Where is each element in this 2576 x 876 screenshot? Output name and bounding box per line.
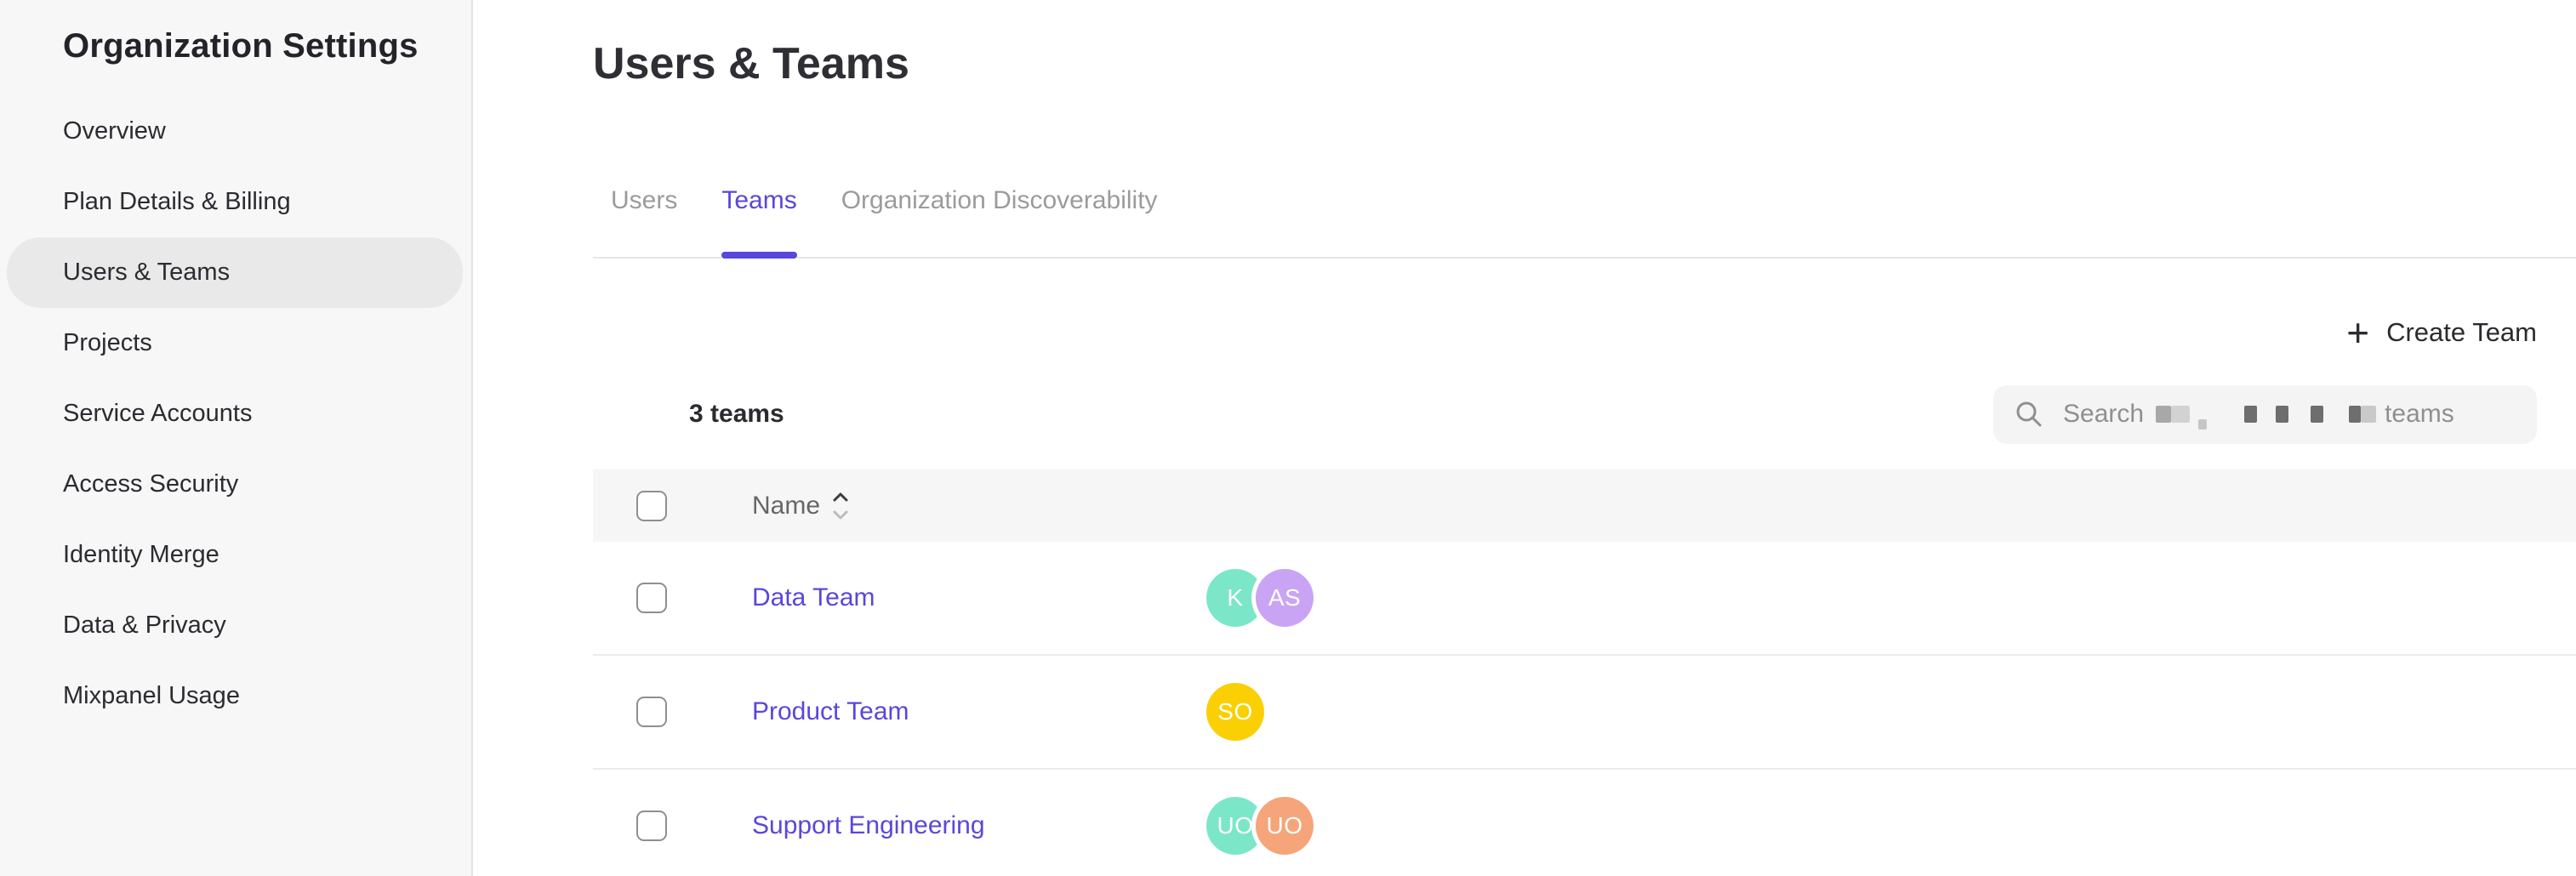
row-checkbox-cell [593, 583, 752, 613]
sidebar-title: Organization Settings [63, 27, 419, 65]
main-content: Users & Teams Users Teams Organization D… [473, 0, 2576, 876]
row-name-cell: Product Team [752, 697, 1206, 726]
row-checkbox-cell [593, 697, 752, 727]
avatar[interactable]: UO [1206, 797, 1264, 855]
row-checkbox[interactable] [636, 811, 667, 841]
tab-bar: Users Teams Organization Discoverability [593, 185, 2576, 259]
sidebar-item-mixpanel-usage[interactable]: Mixpanel Usage [63, 682, 240, 709]
teams-count: 3 teams [689, 400, 784, 428]
row-name-cell: Data Team [752, 583, 1206, 612]
sidebar-item-identity-merge[interactable]: Identity Merge [63, 541, 219, 568]
create-team-label: Create Team [2386, 317, 2537, 347]
table-header-row: Name [593, 469, 2576, 542]
search-placeholder-suffix: teams [2385, 400, 2454, 428]
sidebar-item-projects[interactable]: Projects [63, 329, 152, 356]
select-all-checkbox[interactable] [636, 490, 667, 521]
redacted-block [2171, 406, 2191, 423]
sidebar-item-access-security[interactable]: Access Security [63, 470, 239, 498]
table-toolbar: 3 teams Search teams [593, 384, 2537, 444]
team-link[interactable]: Support Engineering [752, 811, 985, 839]
header-name-cell[interactable]: Name [752, 490, 1206, 522]
actions-row: + Create Team [473, 306, 2576, 359]
search-input[interactable]: Search teams [1993, 384, 2537, 444]
avatar[interactable]: K [1206, 569, 1264, 627]
active-tab-underline [721, 252, 797, 259]
sidebar-item-plan-details-billing[interactable]: Plan Details & Billing [63, 188, 291, 215]
team-link[interactable]: Product Team [752, 697, 909, 725]
redacted-block [2244, 406, 2258, 423]
row-checkbox[interactable] [636, 697, 667, 727]
team-members-avatars: K AS [1206, 569, 1314, 627]
avatar[interactable]: SO [1206, 683, 1264, 741]
teams-table: Name Data Team K AS [593, 469, 2576, 876]
team-members-avatars: UO UO [1206, 797, 1314, 855]
tab-teams-label: Teams [721, 186, 797, 214]
table-row: Product Team SO [593, 656, 2576, 770]
row-checkbox-cell [593, 811, 752, 841]
tab-teams[interactable]: Teams [721, 185, 797, 259]
redacted-block [2311, 406, 2324, 423]
sidebar: Organization Settings Overview Plan Deta… [0, 0, 473, 876]
team-link[interactable]: Data Team [752, 583, 875, 611]
sidebar-item-overview[interactable]: Overview [63, 117, 166, 145]
page-title: Users & Teams [593, 39, 909, 88]
table-row: Support Engineering UO UO [593, 770, 2576, 876]
sort-icon [833, 492, 848, 519]
redacted-block [2198, 419, 2208, 429]
plus-icon: + [2346, 310, 2370, 355]
header-checkbox-cell [593, 490, 752, 521]
table-row: Data Team K AS [593, 542, 2576, 656]
tab-users[interactable]: Users [611, 186, 678, 214]
sidebar-item-service-accounts[interactable]: Service Accounts [63, 400, 253, 427]
redacted-block [2349, 406, 2362, 423]
row-name-cell: Support Engineering [752, 811, 1206, 840]
search-placeholder-prefix: Search [2063, 400, 2145, 428]
sidebar-item-users-teams[interactable]: Users & Teams [7, 237, 463, 308]
search-icon [2016, 401, 2042, 427]
create-team-button[interactable]: + Create Team [2346, 310, 2537, 355]
redacted-block [2276, 406, 2289, 423]
avatar[interactable]: UO [1256, 797, 1314, 855]
team-members-avatars: SO [1206, 683, 1264, 741]
row-checkbox[interactable] [636, 583, 667, 613]
redacted-block [2361, 406, 2377, 423]
redacted-block [2156, 406, 2172, 423]
avatar[interactable]: AS [1256, 569, 1314, 627]
tab-organization-discoverability[interactable]: Organization Discoverability [841, 186, 1158, 214]
sidebar-nav: Overview Plan Details & Billing Users & … [0, 96, 471, 731]
sidebar-item-data-privacy[interactable]: Data & Privacy [63, 611, 226, 639]
name-column-header: Name [752, 491, 821, 520]
